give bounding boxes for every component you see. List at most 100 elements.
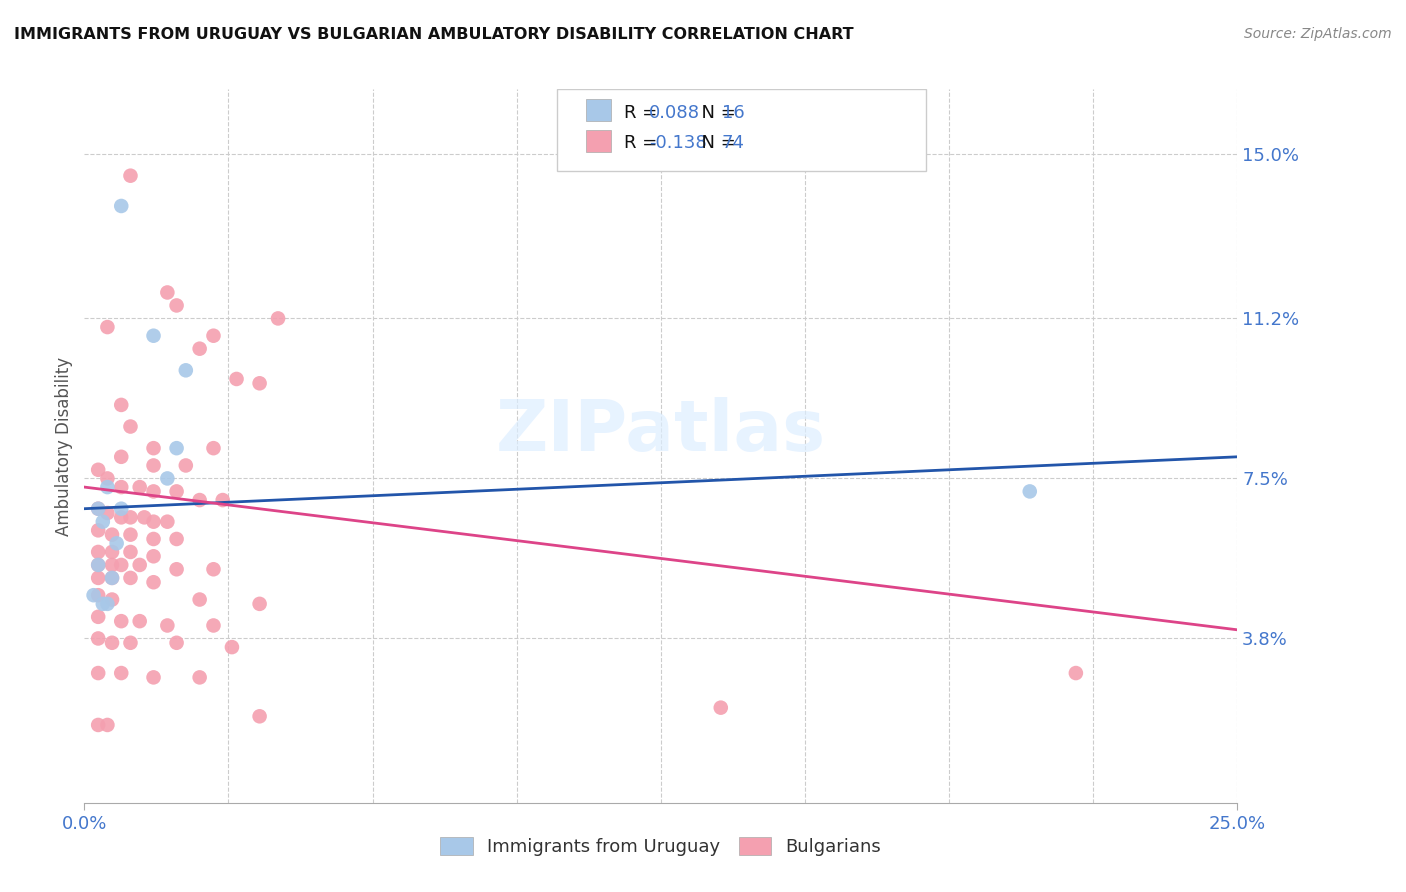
Point [110, 666, 132, 681]
Point [1064, 666, 1087, 681]
Point [249, 709, 271, 723]
Point [101, 558, 124, 572]
Point [87, 610, 110, 624]
Point [120, 636, 142, 650]
Point [120, 510, 142, 524]
Point [83, 588, 105, 602]
FancyBboxPatch shape [586, 99, 612, 121]
Point [188, 493, 211, 508]
Point [101, 636, 124, 650]
Text: 74: 74 [721, 135, 745, 153]
Point [110, 480, 132, 494]
Point [174, 363, 197, 377]
Text: R =: R = [624, 135, 662, 153]
Point [87, 558, 110, 572]
Point [101, 571, 124, 585]
Point [1018, 484, 1040, 499]
Point [87, 501, 110, 516]
Point [166, 298, 188, 312]
Text: ZIPatlas: ZIPatlas [496, 397, 825, 467]
Text: 0.088: 0.088 [650, 103, 700, 121]
Point [87, 571, 110, 585]
Point [87, 588, 110, 602]
Point [166, 441, 188, 455]
Point [110, 501, 132, 516]
Text: N =: N = [689, 103, 741, 121]
Point [110, 510, 132, 524]
Point [166, 484, 188, 499]
Point [110, 199, 132, 213]
Point [142, 458, 165, 473]
Point [202, 328, 225, 343]
Point [87, 545, 110, 559]
Point [221, 640, 243, 654]
Point [110, 614, 132, 628]
Point [87, 501, 110, 516]
Point [710, 700, 733, 714]
Point [156, 515, 179, 529]
Point [202, 562, 225, 576]
Point [120, 545, 142, 559]
Legend: Immigrants from Uruguay, Bulgarians: Immigrants from Uruguay, Bulgarians [432, 828, 890, 865]
Point [87, 524, 110, 538]
Point [96, 506, 118, 520]
Point [101, 545, 124, 559]
FancyBboxPatch shape [557, 89, 927, 171]
Point [142, 484, 165, 499]
Point [142, 532, 165, 546]
Point [128, 558, 150, 572]
Point [91, 597, 114, 611]
Point [120, 419, 142, 434]
Text: N =: N = [689, 135, 741, 153]
Point [120, 571, 142, 585]
Point [156, 285, 179, 300]
Point [156, 471, 179, 485]
Point [156, 618, 179, 632]
Point [87, 632, 110, 646]
Point [87, 718, 110, 732]
Point [101, 527, 124, 541]
Point [134, 510, 156, 524]
Point [96, 320, 118, 334]
Point [96, 471, 118, 485]
Point [188, 342, 211, 356]
Point [249, 376, 271, 391]
Point [267, 311, 290, 326]
Point [101, 592, 124, 607]
Text: IMMIGRANTS FROM URUGUAY VS BULGARIAN AMBULATORY DISABILITY CORRELATION CHART: IMMIGRANTS FROM URUGUAY VS BULGARIAN AMB… [14, 27, 853, 42]
Point [188, 670, 211, 684]
Point [110, 398, 132, 412]
Point [202, 441, 225, 455]
Point [211, 493, 233, 508]
Point [225, 372, 247, 386]
Point [142, 441, 165, 455]
Point [87, 558, 110, 572]
Point [142, 670, 165, 684]
Point [91, 515, 114, 529]
Point [188, 592, 211, 607]
Point [128, 480, 150, 494]
Point [120, 527, 142, 541]
Point [87, 666, 110, 681]
Point [166, 636, 188, 650]
Point [174, 458, 197, 473]
Point [202, 618, 225, 632]
FancyBboxPatch shape [586, 130, 612, 152]
Text: Source: ZipAtlas.com: Source: ZipAtlas.com [1244, 27, 1392, 41]
Y-axis label: Ambulatory Disability: Ambulatory Disability [55, 357, 73, 535]
Text: -0.138: -0.138 [650, 135, 707, 153]
Point [96, 718, 118, 732]
Text: R =: R = [624, 103, 662, 121]
Point [142, 515, 165, 529]
Point [96, 480, 118, 494]
Point [101, 571, 124, 585]
Text: 16: 16 [721, 103, 745, 121]
Point [249, 597, 271, 611]
Point [110, 450, 132, 464]
Point [142, 575, 165, 590]
Point [87, 463, 110, 477]
Point [120, 169, 142, 183]
Point [142, 328, 165, 343]
Point [166, 562, 188, 576]
Point [96, 597, 118, 611]
